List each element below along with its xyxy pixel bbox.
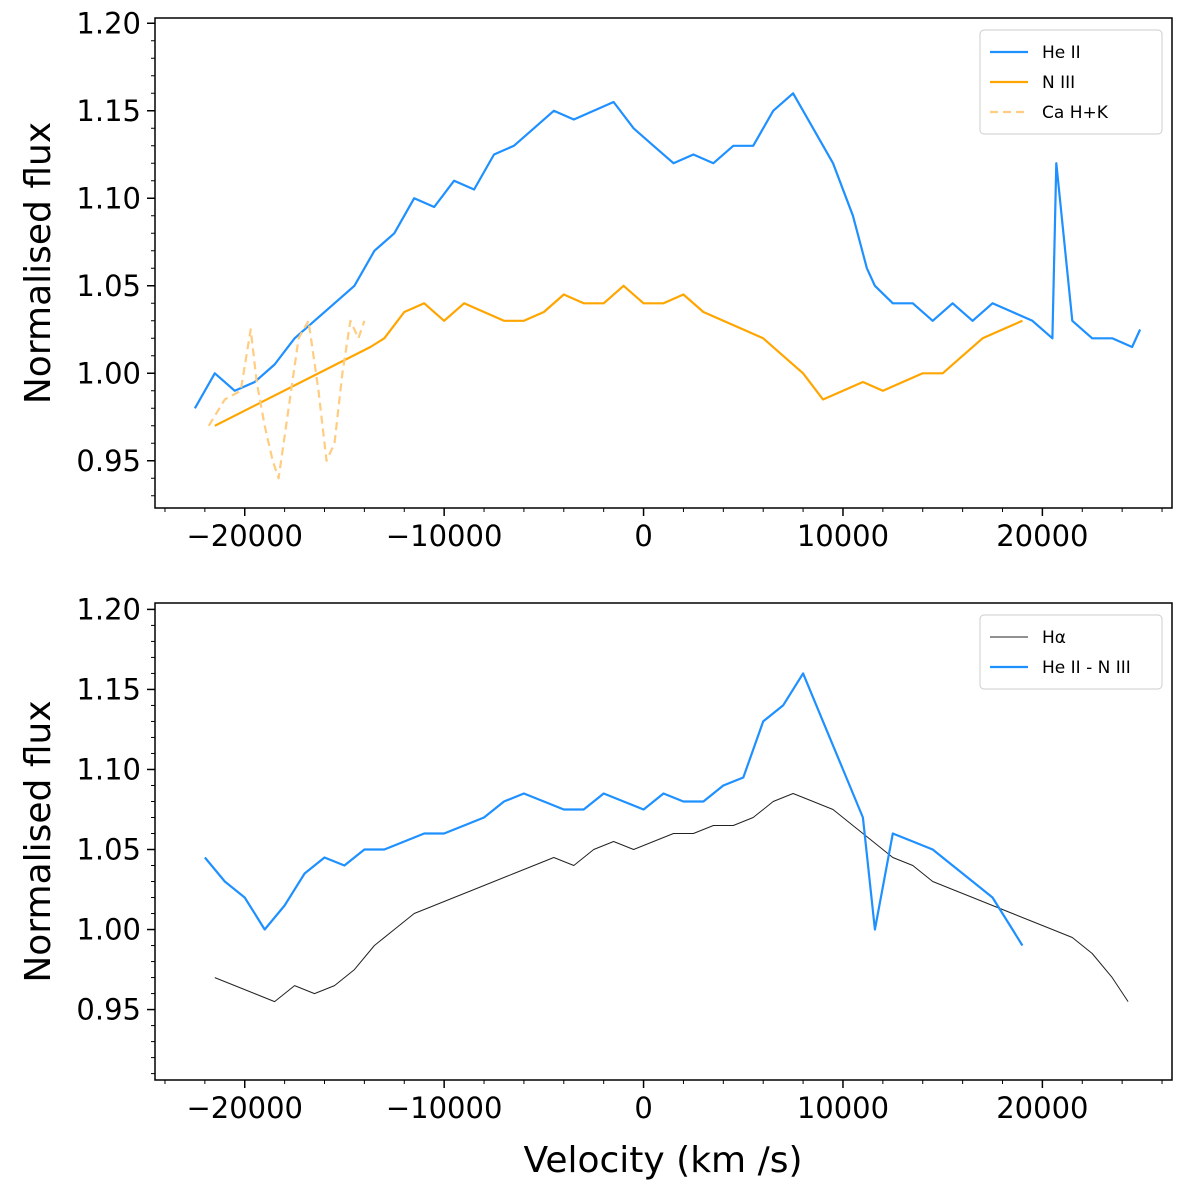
y-tick-label: 1.05 bbox=[76, 833, 141, 867]
x-tick-label: −20000 bbox=[186, 1091, 303, 1125]
y-tick-label: 1.00 bbox=[76, 356, 141, 390]
y-tick-label: 1.15 bbox=[76, 94, 141, 128]
legend-label: He II - N III bbox=[1042, 658, 1131, 678]
legend-label: Hα bbox=[1042, 628, 1066, 648]
y-axis-label: Normalised flux bbox=[18, 122, 59, 404]
y-tick-label: 1.05 bbox=[76, 269, 141, 303]
bottom-panel: 0.95 1.00 1.05 1.10 1.15 1.20 −20000 −10000 0 100… bbox=[18, 592, 1173, 1125]
series-line-he-ii bbox=[193, 92, 1142, 409]
y-tick-label: 1.20 bbox=[76, 592, 141, 626]
y-tick-label: 1.10 bbox=[76, 752, 141, 786]
y-tick-label: 1.15 bbox=[76, 672, 141, 706]
x-tick-label: 20000 bbox=[996, 519, 1088, 553]
legend-label: Ca H+K bbox=[1042, 103, 1109, 123]
y-axis-label: Normalised flux bbox=[18, 700, 59, 982]
legend-label: He II bbox=[1042, 43, 1081, 63]
x-tick-label: −10000 bbox=[386, 519, 503, 553]
legend-box bbox=[979, 29, 1163, 135]
x-tick-label: 20000 bbox=[996, 1091, 1088, 1125]
legend-box bbox=[979, 614, 1163, 690]
x-tick-label: 0 bbox=[634, 519, 652, 553]
y-tick-label: 0.95 bbox=[76, 444, 141, 478]
x-axis-label: Velocity (km /s) bbox=[524, 1140, 803, 1181]
y-tick-label: 1.00 bbox=[76, 913, 141, 947]
top-panel: 0.95 1.00 1.05 1.10 1.15 1.20 −20000 −10000 0 100… bbox=[18, 6, 1173, 553]
plot-frame bbox=[154, 602, 1173, 1081]
x-tick-label: 10000 bbox=[797, 519, 889, 553]
y-tick-label: 1.20 bbox=[76, 6, 141, 40]
x-tick-label: 10000 bbox=[797, 1091, 889, 1125]
series-line-h- bbox=[214, 793, 1129, 1003]
plot-frame bbox=[154, 17, 1173, 509]
y-tick-label: 0.95 bbox=[76, 993, 141, 1027]
x-tick-label: −10000 bbox=[386, 1091, 503, 1125]
series-line-he-ii-n-iii bbox=[204, 672, 1024, 947]
y-tick-label: 1.10 bbox=[76, 181, 141, 215]
series-line-n-iii bbox=[214, 284, 1023, 427]
series-line-ca-h-k bbox=[207, 319, 366, 480]
x-tick-label: −20000 bbox=[186, 519, 303, 553]
legend-label: N III bbox=[1042, 73, 1075, 93]
x-tick-label: 0 bbox=[634, 1091, 652, 1125]
